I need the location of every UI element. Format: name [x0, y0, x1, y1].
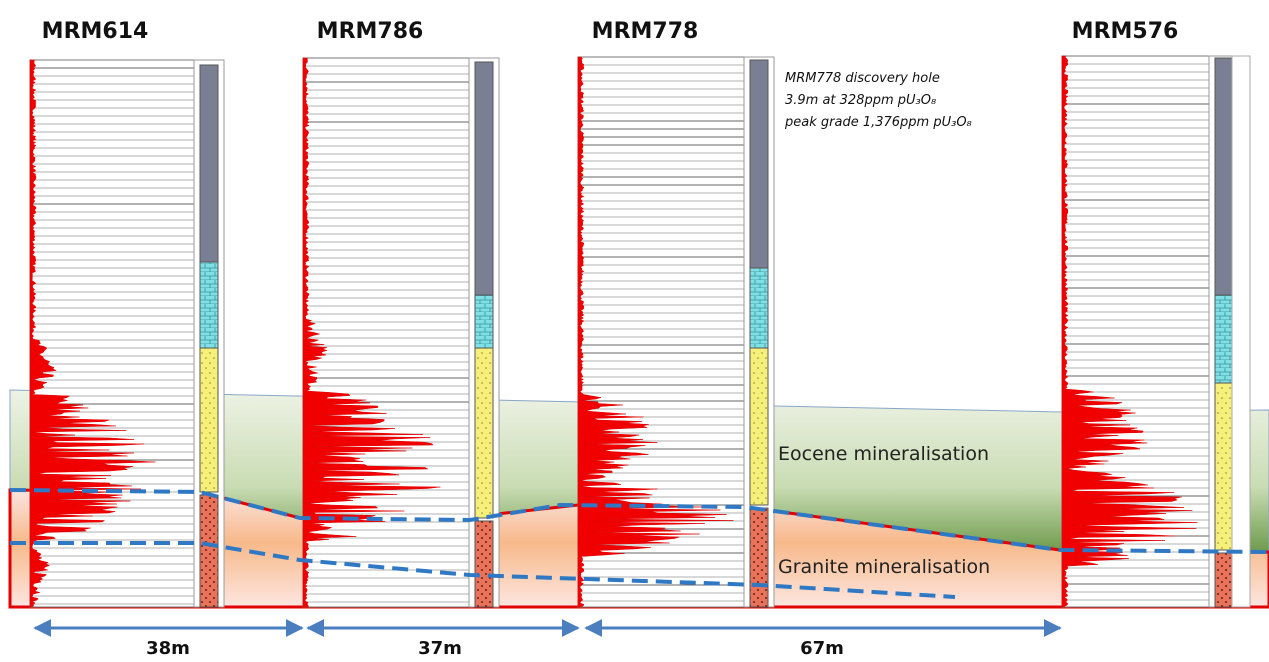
- hole-name: MRM786: [317, 19, 424, 44]
- depth-scale: [1232, 56, 1250, 607]
- lith-limestone: [200, 262, 218, 348]
- annotation: MRM778 discovery hole: [785, 71, 940, 86]
- lith-clay: [475, 62, 493, 295]
- annotation: peak grade 1,376ppm pU₃O₈: [784, 115, 972, 130]
- lith-clay: [200, 65, 218, 262]
- lith-sand: [200, 348, 218, 492]
- zone-label: Granite mineralisation: [778, 556, 990, 578]
- lith-granite: [1215, 553, 1233, 607]
- holes: [30, 56, 1250, 607]
- log-panel: [30, 60, 198, 607]
- annotation: 3.9m at 328ppm pU₃O₈: [785, 93, 936, 108]
- lith-limestone: [1215, 295, 1233, 383]
- lith-limestone: [475, 295, 493, 348]
- lith-clay: [750, 60, 768, 268]
- cross-section: MRM778 discovery hole 3.9m at 328ppm pU₃…: [0, 0, 1269, 662]
- lith-granite: [750, 508, 768, 607]
- lith-clay: [1215, 58, 1233, 295]
- lith-sand: [475, 348, 493, 518]
- zone-label: Eocene mineralisation: [778, 443, 989, 465]
- hole-name: MRM778: [592, 19, 699, 44]
- lith-limestone: [750, 268, 768, 348]
- distance-label: 38m: [146, 638, 190, 659]
- lith-sand: [750, 348, 768, 505]
- distance-label: 67m: [800, 638, 844, 659]
- distance-label: 37m: [418, 638, 462, 659]
- lith-granite: [200, 495, 218, 607]
- lith-granite: [475, 521, 493, 607]
- log-panel: [303, 58, 470, 607]
- hole-name: MRM614: [42, 19, 149, 44]
- hole-name: MRM576: [1072, 19, 1179, 44]
- lith-sand: [1215, 383, 1233, 550]
